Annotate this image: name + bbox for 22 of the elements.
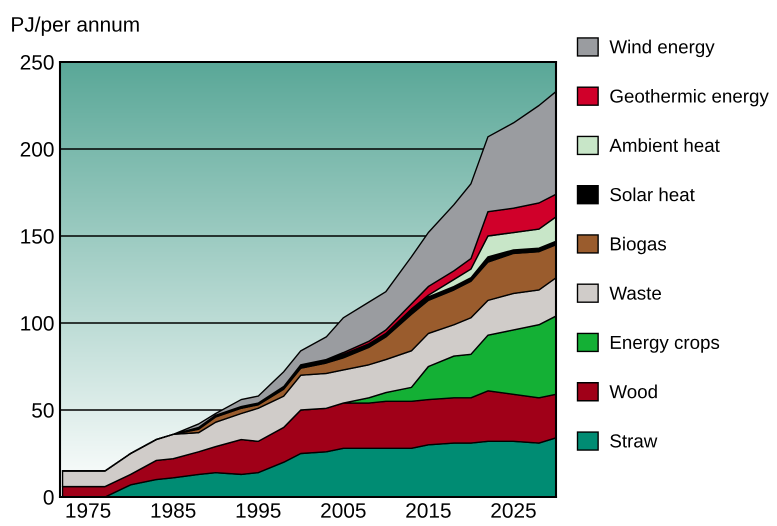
- y-tick-label: 150: [21, 229, 54, 244]
- legend-label: Geothermic energy: [610, 88, 769, 106]
- x-tick-label: 1985: [152, 503, 196, 518]
- y-tick-label: 200: [20, 142, 54, 157]
- x-tick-label: 2025: [491, 503, 536, 518]
- y-tick-label: 50: [32, 403, 54, 418]
- y-tick-label: 250: [20, 55, 54, 70]
- legend-label: Ambient heat: [609, 138, 720, 152]
- legend-label: Solar heat: [610, 187, 695, 202]
- y-tick-label: 100: [21, 316, 54, 331]
- x-tick-label: 1975: [66, 503, 110, 518]
- y-tick-label: 0: [44, 490, 54, 505]
- x-tick-label: 2005: [321, 503, 366, 518]
- legend-label: Straw: [610, 434, 658, 448]
- legend-label: Energy crops: [610, 336, 720, 353]
- legend-label: Wood: [609, 384, 657, 398]
- x-tick-label: 1995: [236, 503, 281, 518]
- legend-label: Waste: [609, 286, 661, 300]
- y-axis-title: PJ/per annum: [12, 16, 139, 36]
- legend-label: Wind energy: [609, 40, 715, 58]
- x-tick-label: 2015: [406, 503, 451, 518]
- legend-label: Biogas: [610, 236, 666, 254]
